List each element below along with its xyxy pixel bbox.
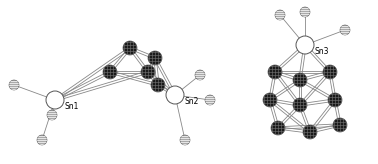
Circle shape [195, 70, 205, 80]
Circle shape [148, 51, 162, 65]
Circle shape [323, 65, 337, 79]
Text: Sn2: Sn2 [184, 97, 199, 106]
Circle shape [141, 65, 155, 79]
Circle shape [293, 73, 307, 87]
Circle shape [205, 95, 215, 105]
Circle shape [180, 135, 190, 145]
Circle shape [151, 78, 165, 92]
Circle shape [333, 118, 347, 132]
Circle shape [263, 93, 277, 107]
Circle shape [268, 65, 282, 79]
Circle shape [46, 91, 64, 109]
Circle shape [300, 7, 310, 17]
Text: Sn3: Sn3 [314, 47, 329, 56]
Circle shape [103, 65, 117, 79]
Circle shape [296, 36, 314, 54]
Circle shape [328, 93, 342, 107]
Circle shape [123, 41, 137, 55]
Circle shape [47, 110, 57, 120]
Circle shape [303, 125, 317, 139]
Circle shape [37, 135, 47, 145]
Circle shape [340, 25, 350, 35]
Text: Sn1: Sn1 [65, 102, 79, 111]
Circle shape [166, 86, 184, 104]
Circle shape [271, 121, 285, 135]
Circle shape [9, 80, 19, 90]
Circle shape [293, 98, 307, 112]
Circle shape [275, 10, 285, 20]
